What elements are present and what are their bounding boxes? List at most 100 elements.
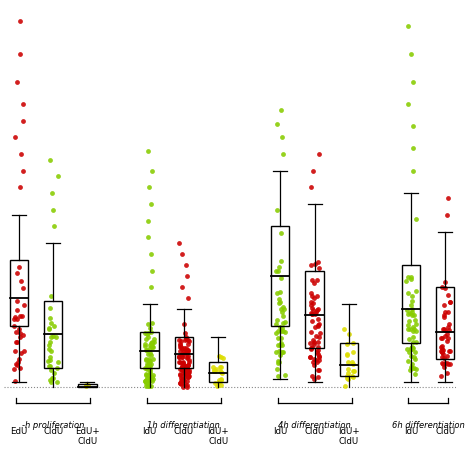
Point xyxy=(185,368,192,376)
Point xyxy=(315,334,322,341)
Point xyxy=(314,338,321,346)
Point xyxy=(146,382,153,390)
Point xyxy=(313,292,320,300)
Point xyxy=(316,329,323,337)
Point xyxy=(440,311,448,319)
Point xyxy=(273,267,280,275)
Point xyxy=(175,354,183,361)
Point xyxy=(408,275,415,283)
Point xyxy=(310,356,318,363)
Point xyxy=(148,338,155,346)
Point xyxy=(314,259,322,266)
Point xyxy=(412,365,419,373)
Point xyxy=(307,354,314,361)
Point xyxy=(149,319,156,327)
Point xyxy=(273,120,281,128)
Text: 6h differentiation: 6h differentiation xyxy=(392,421,465,430)
Point xyxy=(184,352,192,359)
Point xyxy=(310,299,317,307)
Point xyxy=(279,319,287,327)
Point xyxy=(349,348,357,356)
Point xyxy=(438,348,446,356)
Point xyxy=(178,353,186,360)
Point xyxy=(182,336,190,343)
Point xyxy=(49,374,57,382)
Point xyxy=(13,316,20,323)
Bar xyxy=(44,301,62,368)
Point xyxy=(85,381,92,388)
Point xyxy=(405,318,413,325)
Point xyxy=(314,358,321,366)
Point xyxy=(18,312,26,320)
Point xyxy=(444,359,451,366)
Point xyxy=(315,264,323,272)
Point xyxy=(210,366,218,374)
Point xyxy=(183,383,191,391)
Point xyxy=(307,328,315,336)
Point xyxy=(141,329,149,337)
Point xyxy=(181,364,188,371)
Point xyxy=(46,338,54,346)
Point xyxy=(20,347,27,355)
Point xyxy=(279,313,287,320)
Point xyxy=(184,373,191,380)
Point xyxy=(145,376,153,384)
Point xyxy=(309,306,316,314)
Point xyxy=(178,345,186,353)
Point xyxy=(145,356,153,363)
Point xyxy=(408,345,416,353)
Point xyxy=(273,327,281,335)
Point xyxy=(277,289,284,296)
Point xyxy=(144,374,151,382)
Point xyxy=(410,145,417,152)
Point xyxy=(308,292,316,300)
Point xyxy=(146,359,153,366)
Point xyxy=(53,365,60,372)
Point xyxy=(14,78,21,86)
Point xyxy=(307,289,315,296)
Point xyxy=(14,359,21,366)
Point xyxy=(185,337,192,345)
Point xyxy=(53,378,61,385)
Point xyxy=(210,367,217,374)
Point xyxy=(277,106,285,113)
Point xyxy=(273,289,281,297)
Point xyxy=(439,360,447,368)
Point xyxy=(16,183,23,191)
Point xyxy=(279,348,287,356)
Point xyxy=(144,365,152,372)
Point xyxy=(410,78,417,86)
Point xyxy=(177,374,184,382)
Point xyxy=(54,358,62,365)
Point xyxy=(183,354,191,361)
Point xyxy=(346,330,353,337)
Point xyxy=(438,334,445,342)
Point xyxy=(443,211,451,219)
Point xyxy=(178,362,185,370)
Point xyxy=(47,292,55,300)
Point xyxy=(410,364,418,372)
Point xyxy=(182,347,190,355)
Point xyxy=(281,319,288,326)
Point xyxy=(410,353,417,361)
Point xyxy=(439,350,447,358)
Point xyxy=(148,343,155,350)
Point xyxy=(144,217,152,225)
Point xyxy=(306,339,314,347)
Point xyxy=(311,261,319,268)
Point xyxy=(314,321,321,329)
Point xyxy=(441,279,448,286)
Point xyxy=(46,156,54,164)
Point xyxy=(312,308,319,316)
Point xyxy=(313,349,320,356)
Point xyxy=(279,327,286,334)
Point xyxy=(16,333,24,341)
Point xyxy=(149,343,156,351)
Point xyxy=(54,173,61,180)
Point xyxy=(182,344,190,352)
Point xyxy=(444,324,451,331)
Point xyxy=(145,357,152,365)
Point xyxy=(10,315,18,323)
Point xyxy=(405,348,413,356)
Point xyxy=(404,100,411,108)
